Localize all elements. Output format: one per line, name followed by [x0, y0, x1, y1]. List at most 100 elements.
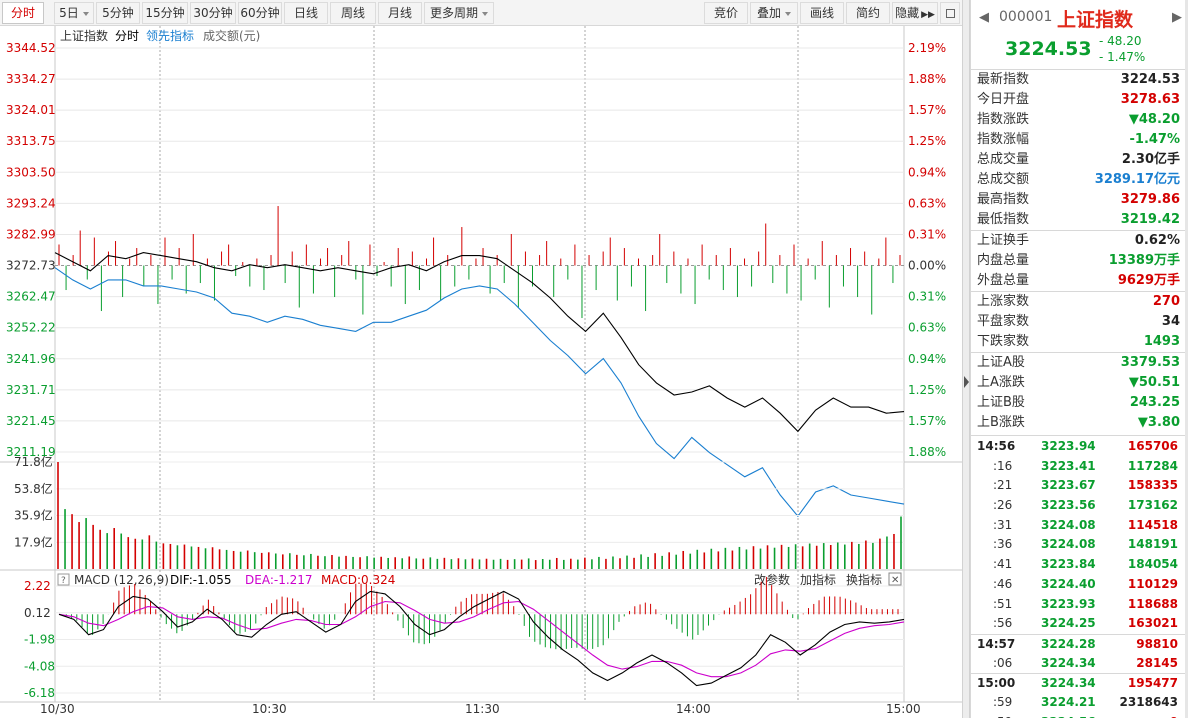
- volume-tick-label: 17.9亿: [14, 534, 53, 549]
- percent-tick-label: 1.88%: [908, 445, 946, 459]
- tab-daily[interactable]: 日线: [284, 2, 328, 24]
- tick-row[interactable]: :36 3224.08 148191: [971, 535, 1188, 555]
- help-icon-glyph: ?: [61, 576, 66, 586]
- stat-row: 下跌家数 1493: [971, 332, 1188, 352]
- collapse-arrow-icon[interactable]: [964, 376, 969, 388]
- tick-row[interactable]: :51 3223.93 118688: [971, 595, 1188, 615]
- tick-row[interactable]: :21 3223.67 158335: [971, 476, 1188, 496]
- stat-label: 最高指数: [977, 192, 1030, 207]
- percent-tick-label: 0.63%: [908, 196, 946, 210]
- macd-close-button[interactable]: [888, 572, 902, 586]
- overlay-dropdown[interactable]: 叠加: [750, 2, 798, 24]
- stat-label: 下跌家数: [977, 334, 1030, 349]
- ab-share-stats: 上证A股 3379.53 上A涨跌 ▼50.51 上证B股 243.25 上B涨跌 ▼3.80: [971, 353, 1188, 436]
- stat-row: 最新指数 3224.53: [971, 70, 1188, 90]
- stat-row: 上A涨跌 ▼50.51: [971, 373, 1188, 393]
- prev-arrow-icon[interactable]: ◀: [979, 10, 989, 25]
- macd-dif-label: DIF:-1.055: [170, 573, 231, 587]
- next-arrow-icon[interactable]: ▶: [1172, 10, 1182, 25]
- stat-label: 最新指数: [977, 72, 1030, 87]
- tab-5day[interactable]: 5日: [54, 2, 94, 24]
- tick-time: :06: [993, 655, 1013, 670]
- stat-value: 3278.63: [1120, 92, 1180, 107]
- simple-mode-button[interactable]: 简约: [846, 2, 890, 24]
- tick-price: 3224.21: [1041, 694, 1096, 709]
- hide-panel-button[interactable]: 隐藏 ▶▶: [892, 2, 938, 24]
- tick-row[interactable]: :59 3224.21 2318643: [971, 693, 1188, 713]
- percent-tick-label: 0.31%: [908, 227, 946, 241]
- macd-button[interactable]: 改参数: [754, 572, 790, 587]
- tick-row[interactable]: :46 3224.40 110129: [971, 575, 1188, 595]
- tick-row[interactable]: :31 3224.08 114518: [971, 516, 1188, 536]
- stat-label: 上证换手: [977, 233, 1030, 248]
- panel-scrollbar[interactable]: [1185, 0, 1188, 718]
- tick-volume: 173162: [1127, 498, 1178, 513]
- stat-value: ▼3.80: [1137, 415, 1180, 430]
- tab-60min[interactable]: 60分钟: [238, 2, 282, 24]
- percent-tick-label: 0.94%: [908, 352, 946, 366]
- tick-row[interactable]: :56 3224.25 163021: [971, 614, 1188, 634]
- stat-row: 上证B股 243.25: [971, 393, 1188, 413]
- tab-monthly[interactable]: 月线: [378, 2, 422, 24]
- legend-amount: 成交额(元): [203, 28, 260, 43]
- draw-line-button[interactable]: 画线: [800, 2, 844, 24]
- auction-button[interactable]: 竞价: [704, 2, 748, 24]
- macd-dea-label: DEA:-1.217: [245, 573, 313, 587]
- tab-30min[interactable]: 30分钟: [190, 2, 236, 24]
- tick-time: :51: [993, 596, 1013, 611]
- breadth-stats: 上涨家数 270 平盘家数 34 下跌家数 1493: [971, 292, 1188, 353]
- stat-label: 上证B股: [977, 395, 1025, 410]
- macd-button[interactable]: 加指标: [800, 572, 836, 587]
- stat-label: 上A涨跌: [977, 375, 1025, 390]
- stat-row: 今日开盘 3278.63: [971, 90, 1188, 110]
- tab-weekly[interactable]: 周线: [330, 2, 376, 24]
- tab-15min[interactable]: 15分钟: [142, 2, 188, 24]
- tick-row[interactable]: 15:00 3224.34 195477: [971, 673, 1188, 693]
- tick-row[interactable]: :41 3223.84 184054: [971, 555, 1188, 575]
- stat-value: 13389万手: [1108, 253, 1180, 268]
- legend-lead-indicator: 领先指标: [146, 28, 194, 43]
- stat-value: 34: [1161, 314, 1180, 329]
- panel-splitter[interactable]: [962, 0, 970, 718]
- tick-row[interactable]: :59 3224.56 0: [971, 713, 1188, 718]
- tick-volume: 110129: [1127, 576, 1178, 591]
- percent-tick-label: 0.31%: [908, 290, 946, 304]
- tick-row[interactable]: 14:57 3224.28 98810: [971, 633, 1188, 654]
- stat-row: 外盘总量 9629万手: [971, 271, 1188, 291]
- overlay-label: 叠加: [756, 6, 781, 20]
- tick-row[interactable]: :16 3223.41 117284: [971, 457, 1188, 477]
- stat-label: 平盘家数: [977, 314, 1030, 329]
- stat-value: 3289.17亿元: [1094, 172, 1180, 187]
- stat-label: 指数涨跌: [977, 112, 1030, 127]
- percent-tick-label: 2.19%: [908, 41, 946, 55]
- price-box: 3224.53 - 48.20 - 1.47%: [971, 34, 1188, 70]
- stat-label: 总成交量: [977, 152, 1030, 167]
- turnover-stats: 上证换手 0.62% 内盘总量 13389万手 外盘总量 9629万手: [971, 231, 1188, 292]
- stat-value: 2.30亿手: [1121, 152, 1180, 167]
- stat-row: 最低指数 3219.42: [971, 210, 1188, 230]
- tick-list[interactable]: 14:56 3223.94 165706:16 3223.41 117284:21 322…: [971, 436, 1188, 718]
- stat-row: 最高指数 3279.86: [971, 190, 1188, 210]
- chart-area[interactable]: 3344.52 2.19% 3334.27 1.88% 3324.01 1.57% 3313…: [0, 26, 962, 718]
- intraday-chart[interactable]: 3344.52 2.19% 3334.27 1.88% 3324.01 1.57% 3313…: [0, 26, 962, 718]
- tick-price: 3224.34: [1041, 676, 1096, 691]
- time-tick-label: 11:30: [465, 702, 500, 716]
- tick-row[interactable]: :26 3223.56 173162: [971, 496, 1188, 516]
- macd-button[interactable]: 换指标: [846, 572, 882, 587]
- tick-row[interactable]: :06 3224.34 28145: [971, 654, 1188, 674]
- tick-volume: 117284: [1127, 458, 1178, 473]
- stat-row: 上B涨跌 ▼3.80: [971, 413, 1188, 433]
- tick-row[interactable]: 14:56 3223.94 165706: [971, 437, 1188, 457]
- maximize-button[interactable]: [940, 2, 960, 24]
- tick-volume: 165706: [1127, 439, 1178, 453]
- stat-label: 上涨家数: [977, 294, 1030, 309]
- more-periods-dropdown[interactable]: 更多周期: [424, 2, 494, 24]
- macd-tick-label: -1.98: [24, 633, 55, 647]
- tick-volume: 158335: [1127, 478, 1178, 493]
- volume-tick-label: 71.8亿: [14, 454, 53, 469]
- period-toolbar: 分时 5日 5分钟 15分钟 30分钟 60分钟 日线 周线 月线 更多周期 竞…: [0, 0, 962, 26]
- tick-time: :41: [993, 557, 1013, 572]
- tick-price: 3223.56: [1041, 498, 1096, 513]
- tab-5min[interactable]: 5分钟: [96, 2, 140, 24]
- tab-timeshare[interactable]: 分时: [2, 2, 44, 24]
